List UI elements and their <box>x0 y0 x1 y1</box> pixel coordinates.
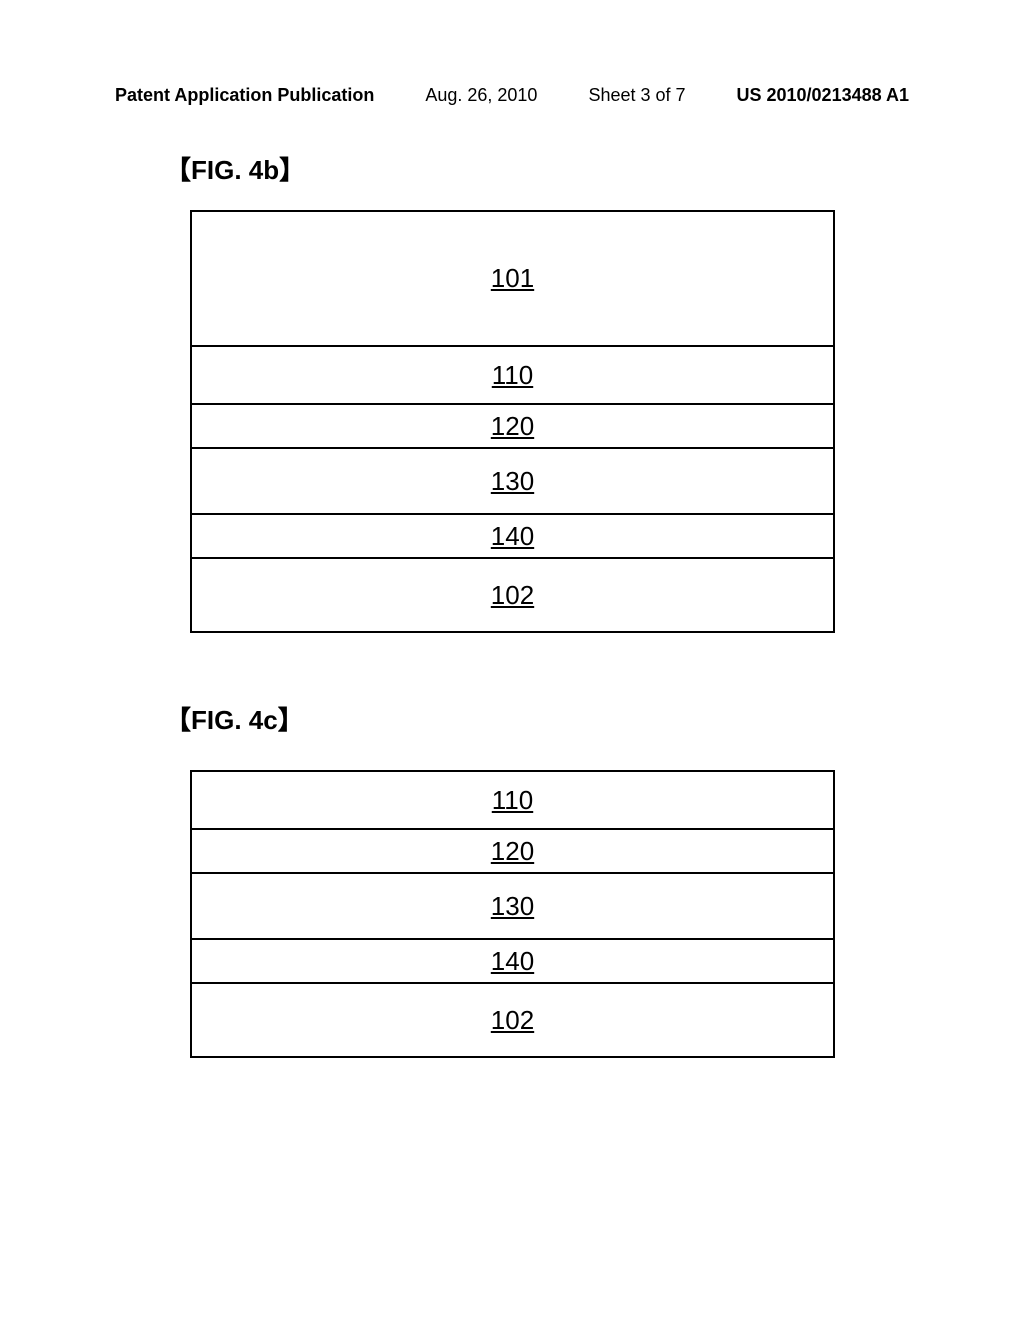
layer-140: 140 <box>192 515 833 559</box>
figure-4b-label: 【FIG. 4b】 <box>165 150 305 187</box>
layer-ref-102: 102 <box>491 1005 534 1036</box>
figure-4c-diagram: 110 120 130 140 102 <box>190 770 835 1058</box>
layer-ref-101: 101 <box>491 263 534 294</box>
document-number: US 2010/0213488 A1 <box>737 85 909 106</box>
layer-120: 120 <box>192 405 833 449</box>
layer-140: 140 <box>192 940 833 984</box>
layer-ref-110: 110 <box>492 360 533 391</box>
figure-4c-label: 【FIG. 4c】 <box>165 700 304 737</box>
page-header: Patent Application Publication Aug. 26, … <box>0 85 1024 106</box>
layer-ref-120: 120 <box>491 836 534 867</box>
layer-ref-130: 130 <box>491 466 534 497</box>
layer-110: 110 <box>192 772 833 830</box>
layer-ref-140: 140 <box>491 946 534 977</box>
layer-ref-102: 102 <box>491 580 534 611</box>
layer-ref-120: 120 <box>491 411 534 442</box>
layer-ref-140: 140 <box>491 521 534 552</box>
layer-120: 120 <box>192 830 833 874</box>
layer-102: 102 <box>192 559 833 631</box>
layer-ref-110: 110 <box>492 785 533 816</box>
figure-4b-diagram: 101 110 120 130 140 102 <box>190 210 835 633</box>
publication-label: Patent Application Publication <box>115 85 374 106</box>
layer-101: 101 <box>192 212 833 347</box>
layer-ref-130: 130 <box>491 891 534 922</box>
layer-130: 130 <box>192 874 833 940</box>
layer-110: 110 <box>192 347 833 405</box>
layer-102: 102 <box>192 984 833 1056</box>
sheet-number: Sheet 3 of 7 <box>588 85 685 106</box>
publication-date: Aug. 26, 2010 <box>425 85 537 106</box>
layer-130: 130 <box>192 449 833 515</box>
